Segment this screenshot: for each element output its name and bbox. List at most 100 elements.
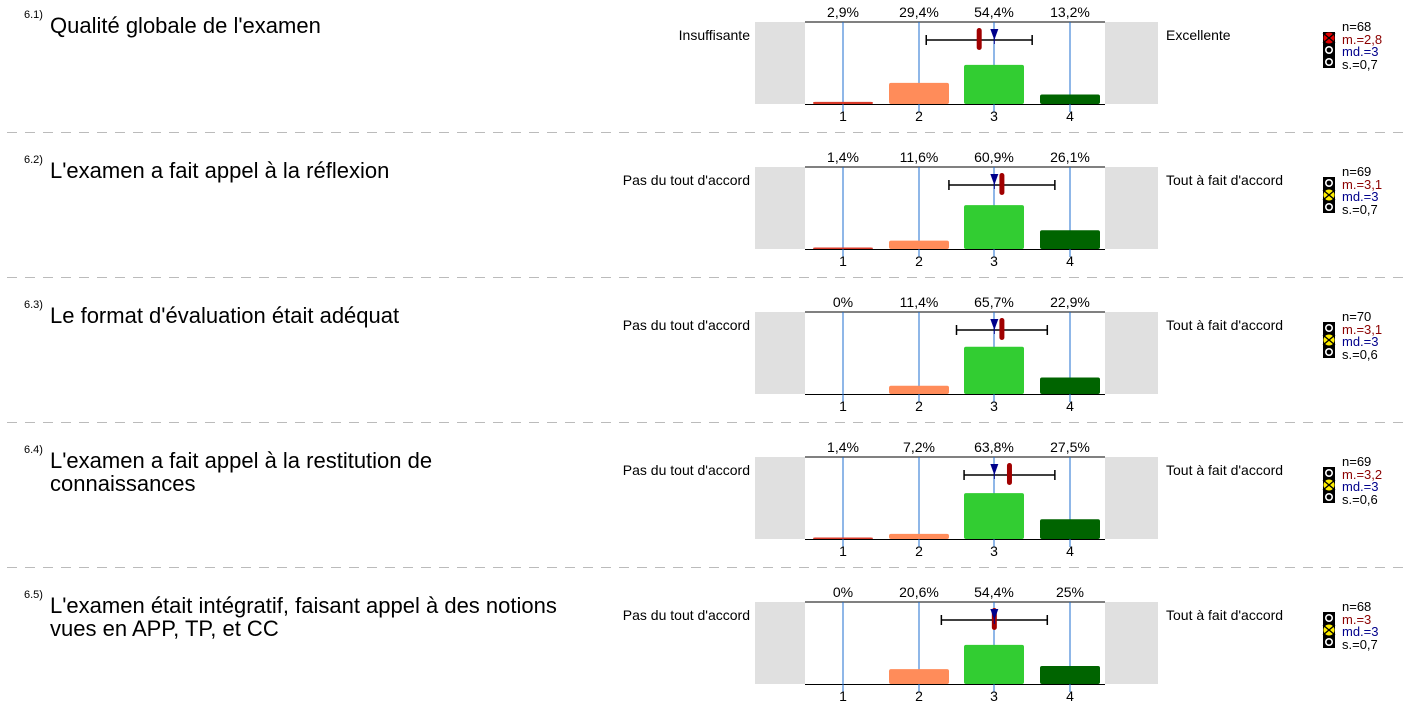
scale-right-label: Tout à fait d'accord <box>1166 317 1284 333</box>
stat-mean: m.=3 <box>1342 611 1372 627</box>
scale-side-box-right <box>1105 167 1158 249</box>
category-tick-label: 3 <box>990 108 998 124</box>
scale-side-box-right <box>1105 312 1158 394</box>
value-label: 11,6% <box>900 149 939 165</box>
bar-1 <box>813 101 873 104</box>
bar-3 <box>964 346 1024 394</box>
category-tick-label: 3 <box>990 688 998 704</box>
stat-mean: m.=3,1 <box>1342 176 1383 192</box>
category-tick-label: 3 <box>990 253 998 269</box>
bar-4 <box>1040 377 1100 394</box>
stat-mean: m.=3,2 <box>1342 466 1383 482</box>
bar-4 <box>1040 519 1100 539</box>
scale-side-box-right <box>1105 602 1158 684</box>
bar-1 <box>813 247 873 249</box>
question-block: 6.2) L'examen a fait appel à la réflexion… <box>0 145 1407 290</box>
question-number: 6.2) <box>24 154 43 166</box>
value-label: 13,2% <box>1050 4 1090 20</box>
stats-panel: n=69 m.=3,1 md.=3 s.=0,7 <box>1342 165 1383 216</box>
value-label: 26,1% <box>1050 149 1090 165</box>
stat-n: n=68 <box>1342 599 1372 614</box>
scale-left-label: Pas du tout d'accord <box>622 317 750 333</box>
scale-right-label: Excellente <box>1166 27 1231 43</box>
mean-marker <box>1006 463 1012 485</box>
bar-chart: 0% 20,6% 54,4% 25% 1 2 3 4 <box>755 584 1158 704</box>
category-tick-label: 1 <box>839 108 847 124</box>
scale-side-box-left <box>755 602 805 684</box>
value-label: 11,4% <box>900 294 939 310</box>
question-text: L'examen était intégratif, faisant appel… <box>50 593 557 641</box>
stat-mean: m.=3,1 <box>1342 321 1383 337</box>
scale-left-label: Pas du tout d'accord <box>622 172 750 188</box>
stat-sd: s.=0,6 <box>1342 346 1378 362</box>
bar-2 <box>889 240 949 249</box>
separator-line <box>7 277 1407 278</box>
stat-median: md.=3 <box>1342 189 1379 204</box>
category-tick-label: 4 <box>1066 108 1074 124</box>
stats-panel: n=69 m.=3,2 md.=3 s.=0,6 <box>1342 454 1383 507</box>
scale-side-box-left <box>755 22 805 104</box>
stat-n: n=69 <box>1342 454 1372 469</box>
category-tick-label: 4 <box>1066 253 1074 269</box>
value-label: 25% <box>1056 584 1084 600</box>
category-tick-label: 1 <box>839 688 847 704</box>
question-block: 6.5) L'examen était intégratif, faisant a… <box>0 580 1407 725</box>
stat-sd: s.=0,6 <box>1342 491 1378 507</box>
bar-3 <box>964 493 1024 539</box>
bar-3 <box>964 205 1024 249</box>
bar-chart: 0% 11,4% 65,7% 22,9% 1 2 3 4 <box>755 294 1158 414</box>
value-label: 60,9% <box>974 149 1014 165</box>
category-tick-label: 4 <box>1066 688 1074 704</box>
value-label: 65,7% <box>974 294 1014 310</box>
category-tick-label: 2 <box>915 253 923 269</box>
stat-median: md.=3 <box>1342 624 1379 639</box>
question-number: 6.1) <box>24 9 43 21</box>
category-tick-label: 2 <box>915 398 923 414</box>
scale-side-box-right <box>1105 22 1158 104</box>
bar-chart: 1,4% 7,2% 63,8% 27,5% 1 2 3 4 <box>755 439 1158 559</box>
category-tick-label: 2 <box>915 543 923 559</box>
scale-side-box-left <box>755 167 805 249</box>
mean-marker <box>976 28 982 50</box>
stats-panel: n=70 m.=3,1 md.=3 s.=0,6 <box>1342 309 1383 362</box>
stat-sd: s.=0,7 <box>1342 636 1378 652</box>
value-label: 7,2% <box>903 439 935 455</box>
bar-2 <box>889 533 949 539</box>
value-label: 20,6% <box>899 584 939 600</box>
scale-left-label: Pas du tout d'accord <box>622 607 750 623</box>
traffic-light-icon <box>1322 32 1336 68</box>
stat-mean: m.=2,8 <box>1342 31 1383 47</box>
stats-panel: n=68 m.=2,8 md.=3 s.=0,7 <box>1342 20 1383 72</box>
category-tick-label: 1 <box>839 398 847 414</box>
traffic-light-icon <box>1322 177 1336 213</box>
bar-3 <box>964 64 1024 104</box>
category-tick-label: 2 <box>915 688 923 704</box>
bar-3 <box>964 644 1024 684</box>
question-text: Qualité globale de l'examen <box>50 13 321 38</box>
category-tick-label: 2 <box>915 108 923 124</box>
bar-chart: 2,9% 29,4% 54,4% 13,2% 1 2 3 4 <box>755 4 1158 124</box>
bar-2 <box>889 385 949 394</box>
separator-line <box>7 132 1407 133</box>
scale-side-box-left <box>755 457 805 539</box>
bar-4 <box>1040 666 1100 684</box>
mean-marker <box>999 173 1005 195</box>
traffic-light-icon <box>1322 467 1336 503</box>
category-tick-label: 1 <box>839 253 847 269</box>
question-number: 6.4) <box>24 444 43 456</box>
category-tick-label: 4 <box>1066 543 1074 559</box>
question-text: Le format d'évaluation était adéquat <box>50 303 400 328</box>
question-block: 6.3) Le format d'évaluation était adéquat… <box>0 290 1407 435</box>
mean-marker <box>999 318 1005 340</box>
question-text: L'examen a fait appel à la restitution d… <box>50 448 433 496</box>
stat-sd: s.=0,7 <box>1342 56 1378 72</box>
category-tick-label: 3 <box>990 543 998 559</box>
stat-median: md.=3 <box>1342 44 1379 59</box>
separator-line <box>7 567 1407 568</box>
category-tick-label: 1 <box>839 543 847 559</box>
stat-n: n=70 <box>1342 309 1372 324</box>
stats-panel: n=68 m.=3 md.=3 s.=0,7 <box>1342 599 1379 652</box>
value-label: 29,4% <box>899 4 939 20</box>
value-label: 54,4% <box>974 4 1014 20</box>
question-text: L'examen a fait appel à la réflexion <box>50 158 390 183</box>
